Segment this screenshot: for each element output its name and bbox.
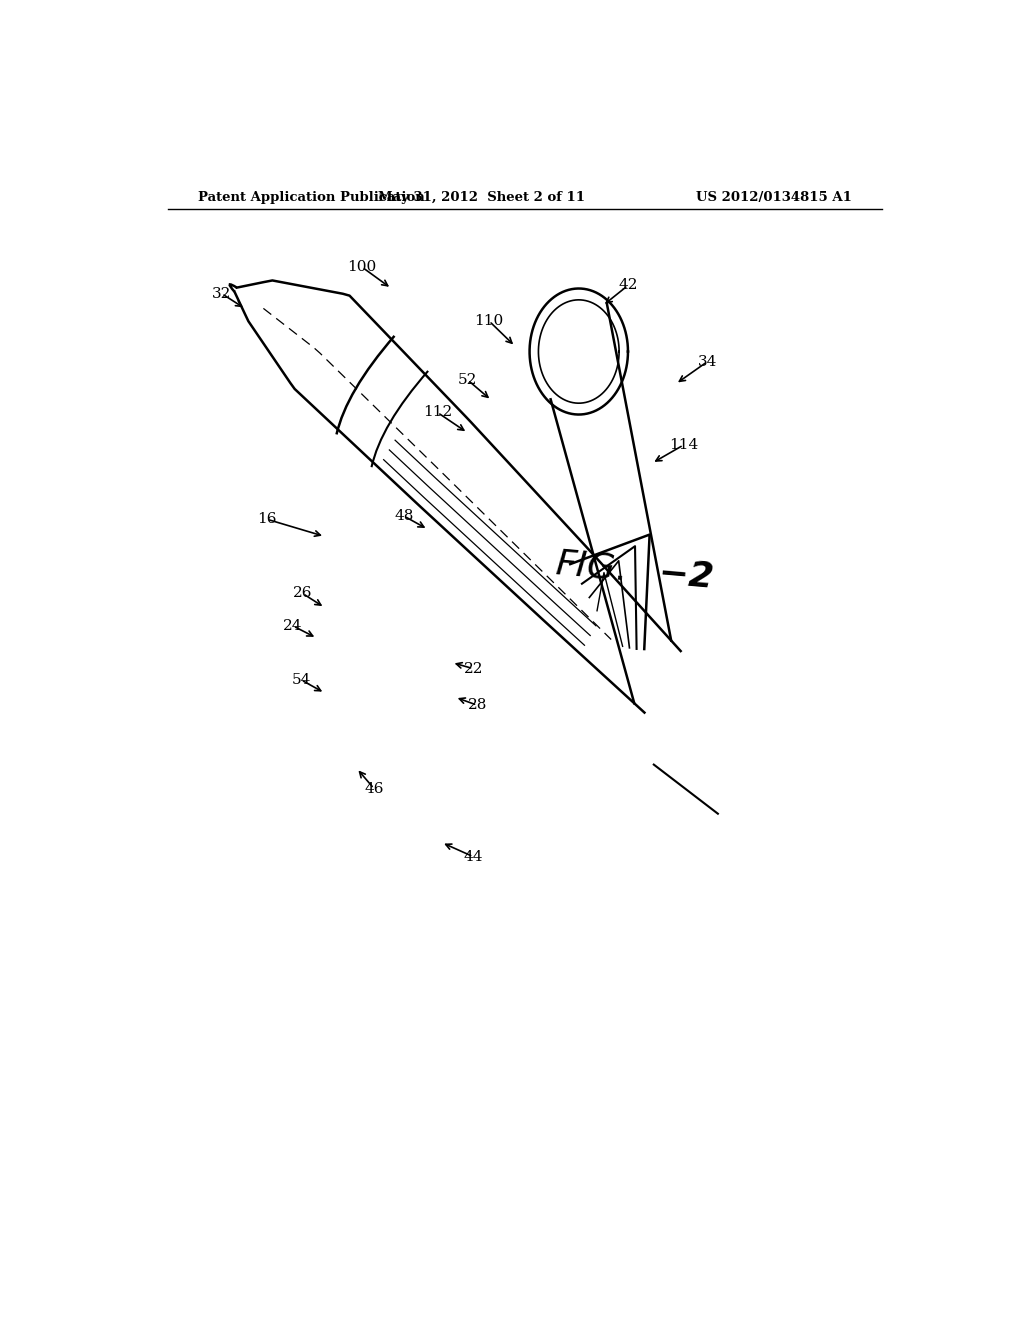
Text: 52: 52 xyxy=(458,374,477,387)
Text: 48: 48 xyxy=(394,510,414,523)
Text: 24: 24 xyxy=(284,619,303,634)
Text: 110: 110 xyxy=(474,314,504,329)
Text: 26: 26 xyxy=(293,586,312,601)
Text: 100: 100 xyxy=(347,260,377,275)
Text: 114: 114 xyxy=(669,438,698,451)
Text: $\it{FIG.}$  −2: $\it{FIG.}$ −2 xyxy=(554,546,715,594)
Text: 34: 34 xyxy=(697,355,717,368)
Text: Patent Application Publication: Patent Application Publication xyxy=(198,190,425,203)
Text: 22: 22 xyxy=(464,661,483,676)
Text: 28: 28 xyxy=(468,698,486,713)
Text: US 2012/0134815 A1: US 2012/0134815 A1 xyxy=(696,190,852,203)
Text: May 31, 2012  Sheet 2 of 11: May 31, 2012 Sheet 2 of 11 xyxy=(378,190,585,203)
Text: 42: 42 xyxy=(618,279,638,293)
Text: 112: 112 xyxy=(423,405,453,420)
Text: 44: 44 xyxy=(464,850,483,863)
Text: 16: 16 xyxy=(257,512,276,527)
Text: 54: 54 xyxy=(291,673,310,686)
Text: 46: 46 xyxy=(365,781,384,796)
Text: 32: 32 xyxy=(212,286,231,301)
